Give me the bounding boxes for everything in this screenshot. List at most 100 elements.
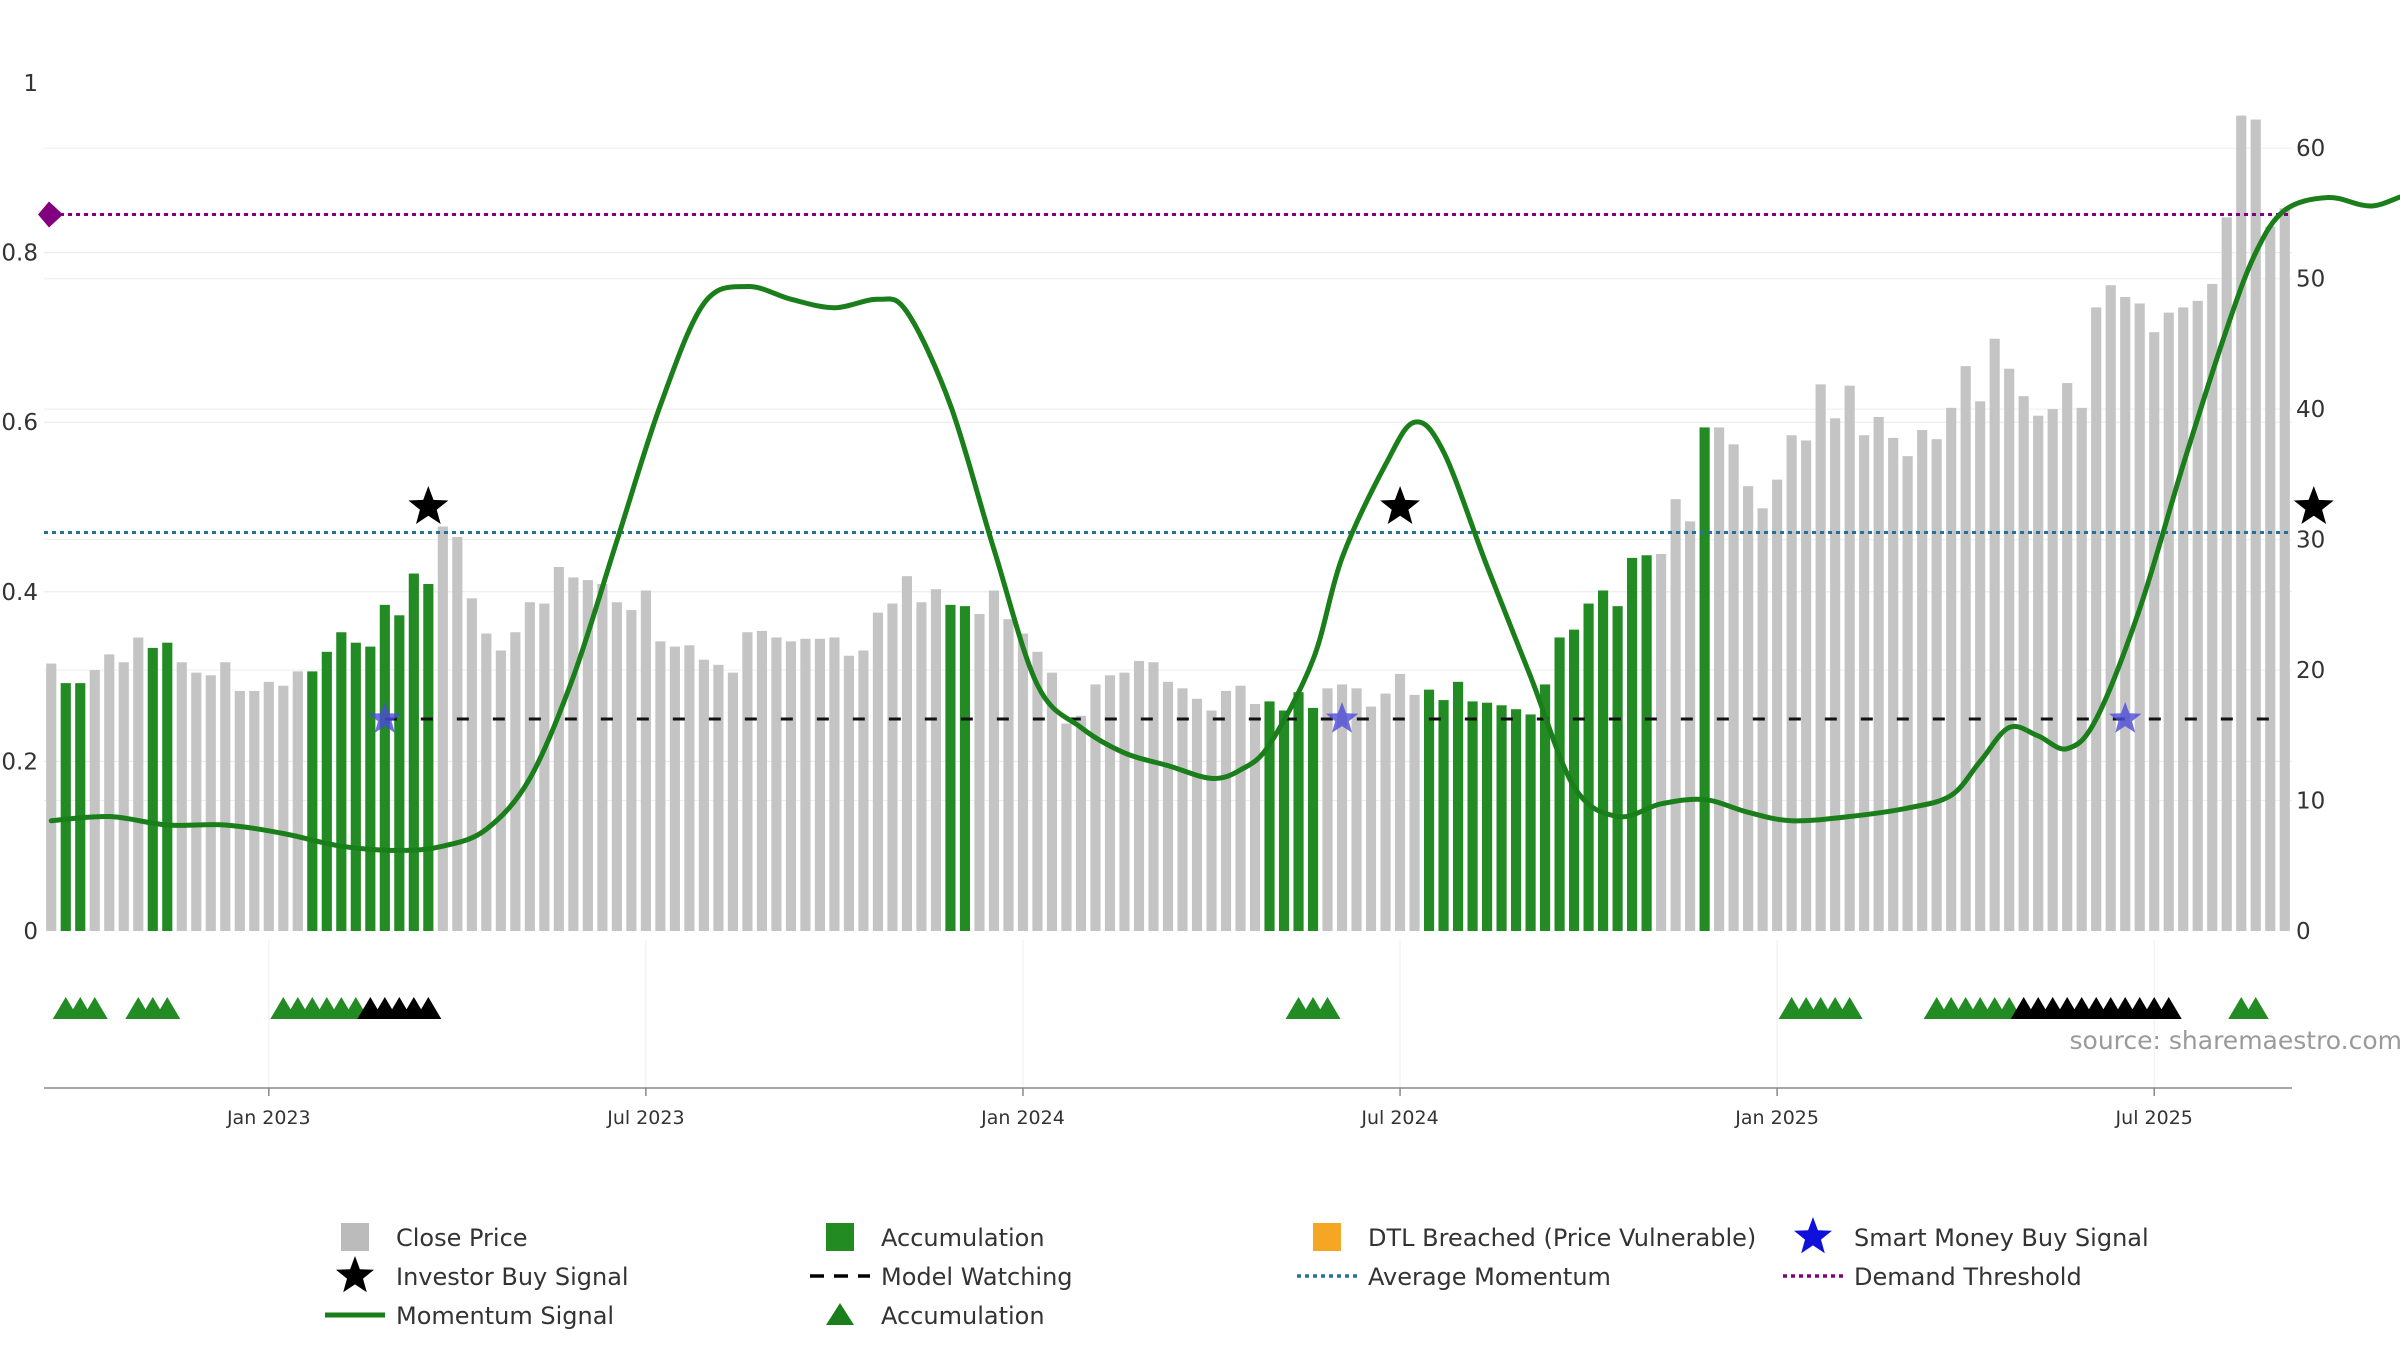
accumulation-bar bbox=[1452, 681, 1464, 931]
accumulation-bar bbox=[1540, 684, 1551, 931]
accumulation-bar bbox=[408, 573, 419, 931]
close-price-bar bbox=[1003, 619, 1014, 931]
accumulation-bar bbox=[1511, 709, 1522, 931]
close-price-bar bbox=[2134, 303, 2145, 932]
close-price-bar bbox=[104, 654, 115, 931]
close-price-bar bbox=[1249, 703, 1261, 931]
close-price-bar bbox=[510, 632, 521, 931]
close-price-bar bbox=[1743, 486, 1754, 931]
close-price-bar bbox=[1177, 688, 1188, 931]
close-price-bar bbox=[1917, 430, 1928, 931]
right-axis-tick-label: 30 bbox=[2296, 528, 2325, 554]
close-price-bar bbox=[1815, 384, 1826, 931]
close-price-bar bbox=[626, 610, 637, 931]
legend-item: Investor Buy Signal bbox=[336, 1256, 629, 1293]
close-price-bar bbox=[1032, 651, 1043, 931]
legend-label: Smart Money Buy Signal bbox=[1854, 1224, 2149, 1252]
close-price-bar bbox=[1220, 690, 1232, 931]
accumulation-bar bbox=[1467, 701, 1478, 931]
legend-item: Smart Money Buy Signal bbox=[1794, 1217, 2149, 1254]
accumulation-bar bbox=[1525, 714, 1536, 931]
close-price-bar bbox=[1206, 710, 1217, 931]
close-price-bar bbox=[1061, 723, 1072, 931]
legend-label: Momentum Signal bbox=[396, 1302, 614, 1330]
accumulation-bar bbox=[1496, 705, 1507, 931]
legend-item: Average Momentum bbox=[1297, 1263, 1611, 1291]
legend-label: Close Price bbox=[396, 1224, 528, 1252]
accumulation-bar bbox=[1612, 606, 1623, 931]
accumulation-bar bbox=[307, 671, 318, 931]
close-price-bar bbox=[1148, 662, 1159, 931]
accumulation-triangle bbox=[1314, 997, 1341, 1019]
chart-axes bbox=[44, 1087, 2292, 1096]
accumulation-bar bbox=[379, 604, 390, 931]
close-price-bar bbox=[1046, 672, 1058, 931]
legend-label: DTL Breached (Price Vulnerable) bbox=[1368, 1224, 1756, 1252]
close-price-bar bbox=[1133, 660, 1145, 931]
right-axis-tick-label: 10 bbox=[2296, 789, 2325, 815]
close-price-bar bbox=[698, 659, 709, 931]
investor-buy-signal-star bbox=[1380, 486, 1420, 524]
close-price-bar bbox=[2076, 407, 2087, 931]
legend-item: DTL Breached (Price Vulnerable) bbox=[1313, 1223, 1756, 1252]
accumulation-bar bbox=[1278, 710, 1290, 931]
x-axis-tick-label: Jul 2023 bbox=[606, 1107, 684, 1129]
signal-stars bbox=[368, 486, 2334, 733]
x-axis-tick-label: Jan 2024 bbox=[980, 1107, 1065, 1129]
close-price-bar bbox=[1786, 435, 1797, 931]
smart-money-buy-signal-star bbox=[1325, 702, 1359, 733]
close-price-bar bbox=[814, 638, 825, 931]
close-price-bar bbox=[249, 690, 260, 931]
legend-label: Investor Buy Signal bbox=[396, 1263, 629, 1291]
left-axis-ticks: 0 0.2 0.4 0.6 0.8 1 bbox=[1, 71, 38, 945]
accumulation-bar bbox=[147, 647, 158, 931]
accumulation-triangle-black bbox=[2155, 997, 2182, 1019]
close-price-bar bbox=[901, 576, 913, 931]
close-price-bar bbox=[1656, 553, 1667, 931]
close-price-bar bbox=[1772, 479, 1783, 931]
close-price-bar bbox=[1162, 681, 1174, 931]
close-price-bar bbox=[234, 690, 245, 931]
left-axis-tick-label: 0.4 bbox=[1, 580, 38, 606]
close-price-bar bbox=[611, 602, 622, 931]
close-price-bar bbox=[2091, 307, 2102, 931]
legend-square-symbol bbox=[1313, 1223, 1341, 1251]
right-axis-tick-label: 20 bbox=[2296, 658, 2325, 684]
x-axis-tick-label: Jan 2023 bbox=[226, 1107, 311, 1129]
momentum-signal-line bbox=[48, 194, 2400, 853]
close-price-bar bbox=[988, 590, 1000, 931]
momentum-signal bbox=[48, 194, 2400, 853]
close-price-bar bbox=[1365, 706, 1377, 931]
close-price-bar bbox=[727, 672, 738, 931]
accumulation-bar bbox=[1641, 555, 1652, 931]
legend-star-symbol bbox=[1794, 1217, 1832, 1254]
close-price-bar bbox=[1351, 688, 1362, 931]
right-axis-tick-label: 0 bbox=[2296, 919, 2311, 945]
accumulation-bar bbox=[1307, 707, 1319, 931]
legend-item: Close Price bbox=[341, 1223, 528, 1252]
close-price-bar bbox=[597, 583, 608, 931]
smart-money-buy-signal-star bbox=[368, 702, 401, 733]
accumulation-bar bbox=[60, 683, 71, 931]
close-price-bar bbox=[452, 537, 463, 931]
close-price-bar bbox=[916, 602, 927, 931]
close-price-bar bbox=[582, 580, 593, 931]
close-price-bar bbox=[2018, 396, 2029, 932]
close-price-bar bbox=[713, 664, 724, 931]
smart-money-buy-signal-star bbox=[2109, 702, 2142, 733]
x-axis-ticks: Jan 2023 Jul 2023 Jan 2024 Jul 2024 Jan 2025… bbox=[226, 1107, 2193, 1129]
accumulation-triangle bbox=[154, 997, 181, 1019]
close-price-bar bbox=[278, 685, 289, 931]
close-price-bar bbox=[1728, 444, 1739, 931]
close-price-bar bbox=[1090, 684, 1101, 931]
close-price-bar bbox=[1873, 416, 1884, 931]
close-price-bar bbox=[1670, 499, 1681, 931]
close-price-bar bbox=[2004, 368, 2015, 931]
close-price-bar bbox=[974, 613, 985, 931]
close-price-bar bbox=[2033, 415, 2044, 932]
close-price-bar bbox=[684, 645, 695, 931]
accumulation-bar bbox=[350, 642, 361, 931]
close-price-bar bbox=[771, 637, 782, 931]
close-price-bar bbox=[829, 637, 840, 931]
close-price-bar bbox=[2221, 217, 2232, 932]
